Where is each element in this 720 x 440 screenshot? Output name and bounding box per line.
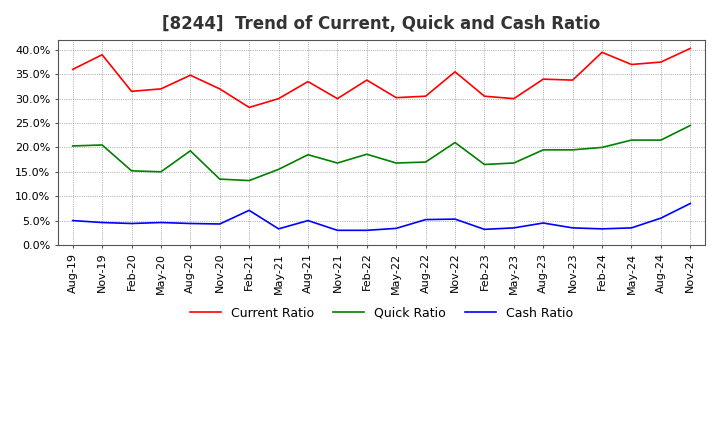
Quick Ratio (186, 148, 194, 154)
Line: Current Ratio: Current Ratio (73, 48, 690, 107)
Cash Ratio (627, 225, 636, 231)
Cash Ratio (510, 225, 518, 231)
Current Ratio (186, 73, 194, 78)
Cash Ratio (157, 220, 166, 225)
Cash Ratio (127, 221, 136, 226)
Legend: Current Ratio, Quick Ratio, Cash Ratio: Current Ratio, Quick Ratio, Cash Ratio (185, 302, 578, 325)
Line: Quick Ratio: Quick Ratio (73, 125, 690, 180)
Cash Ratio (686, 201, 695, 206)
Quick Ratio (333, 160, 342, 165)
Cash Ratio (215, 221, 224, 227)
Cash Ratio (451, 216, 459, 222)
Quick Ratio (510, 160, 518, 165)
Current Ratio (304, 79, 312, 84)
Quick Ratio (362, 152, 371, 157)
Cash Ratio (598, 226, 606, 231)
Quick Ratio (539, 147, 548, 153)
Quick Ratio (657, 137, 665, 143)
Current Ratio (510, 96, 518, 101)
Current Ratio (686, 46, 695, 51)
Current Ratio (627, 62, 636, 67)
Cash Ratio (274, 226, 283, 231)
Quick Ratio (304, 152, 312, 158)
Current Ratio (657, 59, 665, 65)
Quick Ratio (451, 140, 459, 145)
Quick Ratio (686, 123, 695, 128)
Quick Ratio (127, 168, 136, 173)
Quick Ratio (392, 160, 400, 165)
Quick Ratio (627, 137, 636, 143)
Cash Ratio (333, 227, 342, 233)
Current Ratio (333, 96, 342, 101)
Quick Ratio (480, 162, 489, 167)
Cash Ratio (421, 217, 430, 222)
Current Ratio (598, 50, 606, 55)
Cash Ratio (186, 221, 194, 226)
Current Ratio (539, 77, 548, 82)
Current Ratio (127, 89, 136, 94)
Current Ratio (245, 105, 253, 110)
Cash Ratio (68, 218, 77, 223)
Current Ratio (274, 96, 283, 101)
Cash Ratio (539, 220, 548, 226)
Current Ratio (362, 77, 371, 83)
Current Ratio (157, 86, 166, 92)
Quick Ratio (598, 145, 606, 150)
Current Ratio (215, 86, 224, 92)
Quick Ratio (215, 176, 224, 182)
Quick Ratio (157, 169, 166, 174)
Quick Ratio (274, 167, 283, 172)
Cash Ratio (568, 225, 577, 231)
Quick Ratio (568, 147, 577, 153)
Line: Cash Ratio: Cash Ratio (73, 203, 690, 230)
Cash Ratio (657, 216, 665, 221)
Cash Ratio (98, 220, 107, 225)
Cash Ratio (362, 227, 371, 233)
Current Ratio (451, 69, 459, 74)
Cash Ratio (480, 227, 489, 232)
Current Ratio (568, 77, 577, 83)
Current Ratio (68, 67, 77, 72)
Cash Ratio (245, 208, 253, 213)
Cash Ratio (392, 226, 400, 231)
Current Ratio (421, 94, 430, 99)
Quick Ratio (421, 159, 430, 165)
Current Ratio (480, 94, 489, 99)
Quick Ratio (68, 143, 77, 149)
Quick Ratio (98, 142, 107, 147)
Quick Ratio (245, 178, 253, 183)
Current Ratio (98, 52, 107, 57)
Cash Ratio (304, 218, 312, 223)
Title: [8244]  Trend of Current, Quick and Cash Ratio: [8244] Trend of Current, Quick and Cash … (163, 15, 600, 33)
Current Ratio (392, 95, 400, 100)
